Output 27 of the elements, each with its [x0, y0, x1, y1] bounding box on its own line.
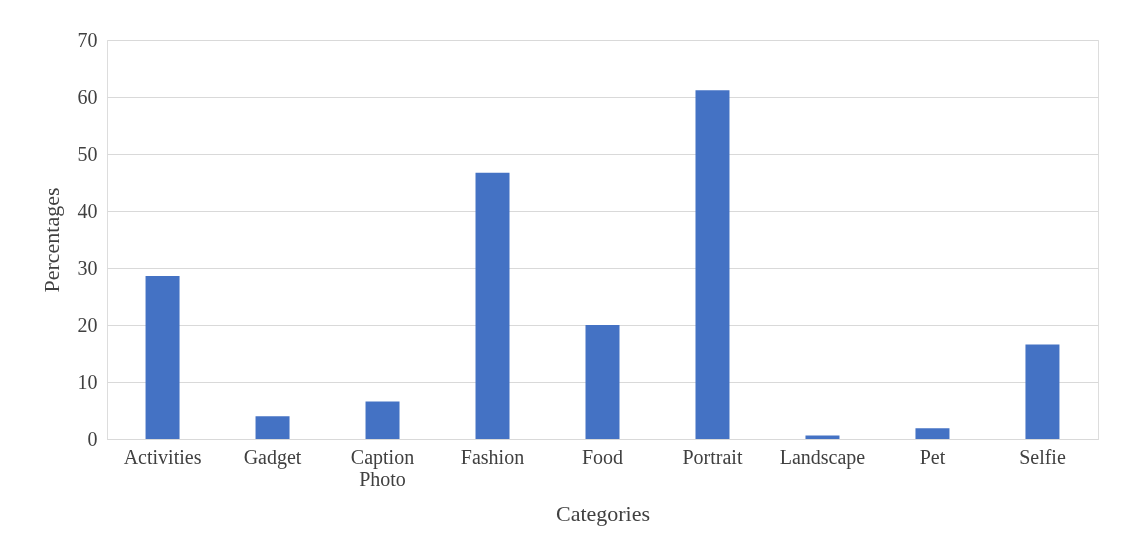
x-tick-label: Pet — [919, 445, 946, 468]
y-tick-label: 40 — [77, 199, 98, 222]
bar — [585, 325, 620, 439]
x-tick-label: Food — [581, 445, 624, 468]
bar — [475, 172, 510, 439]
y-tick-label: 20 — [77, 313, 98, 336]
x-tick-label: Portrait — [682, 445, 743, 468]
y-tick-label: 10 — [77, 370, 98, 393]
bar — [1025, 344, 1060, 439]
x-tick-label: Gadget — [243, 445, 302, 469]
x-tick-label: Landscape — [779, 445, 866, 469]
bar — [255, 416, 290, 439]
x-tick-label: Caption Photo — [350, 445, 415, 490]
x-axis-title: Categories — [555, 500, 651, 526]
y-axis-title: Percentages — [38, 187, 64, 293]
y-tick-label: 50 — [77, 142, 98, 165]
x-tick-label: Fashion — [460, 445, 525, 468]
y-tick-label: 70 — [77, 28, 98, 51]
bar — [365, 401, 400, 439]
y-tick-label: 30 — [77, 256, 98, 279]
y-tick-label: 60 — [77, 85, 98, 108]
x-tick-label: Activities — [123, 445, 202, 468]
bar — [695, 90, 730, 439]
bar — [145, 275, 180, 439]
y-tick-label: 0 — [87, 427, 98, 450]
bar — [915, 428, 950, 439]
x-tick-label: Selfie — [1019, 445, 1066, 468]
